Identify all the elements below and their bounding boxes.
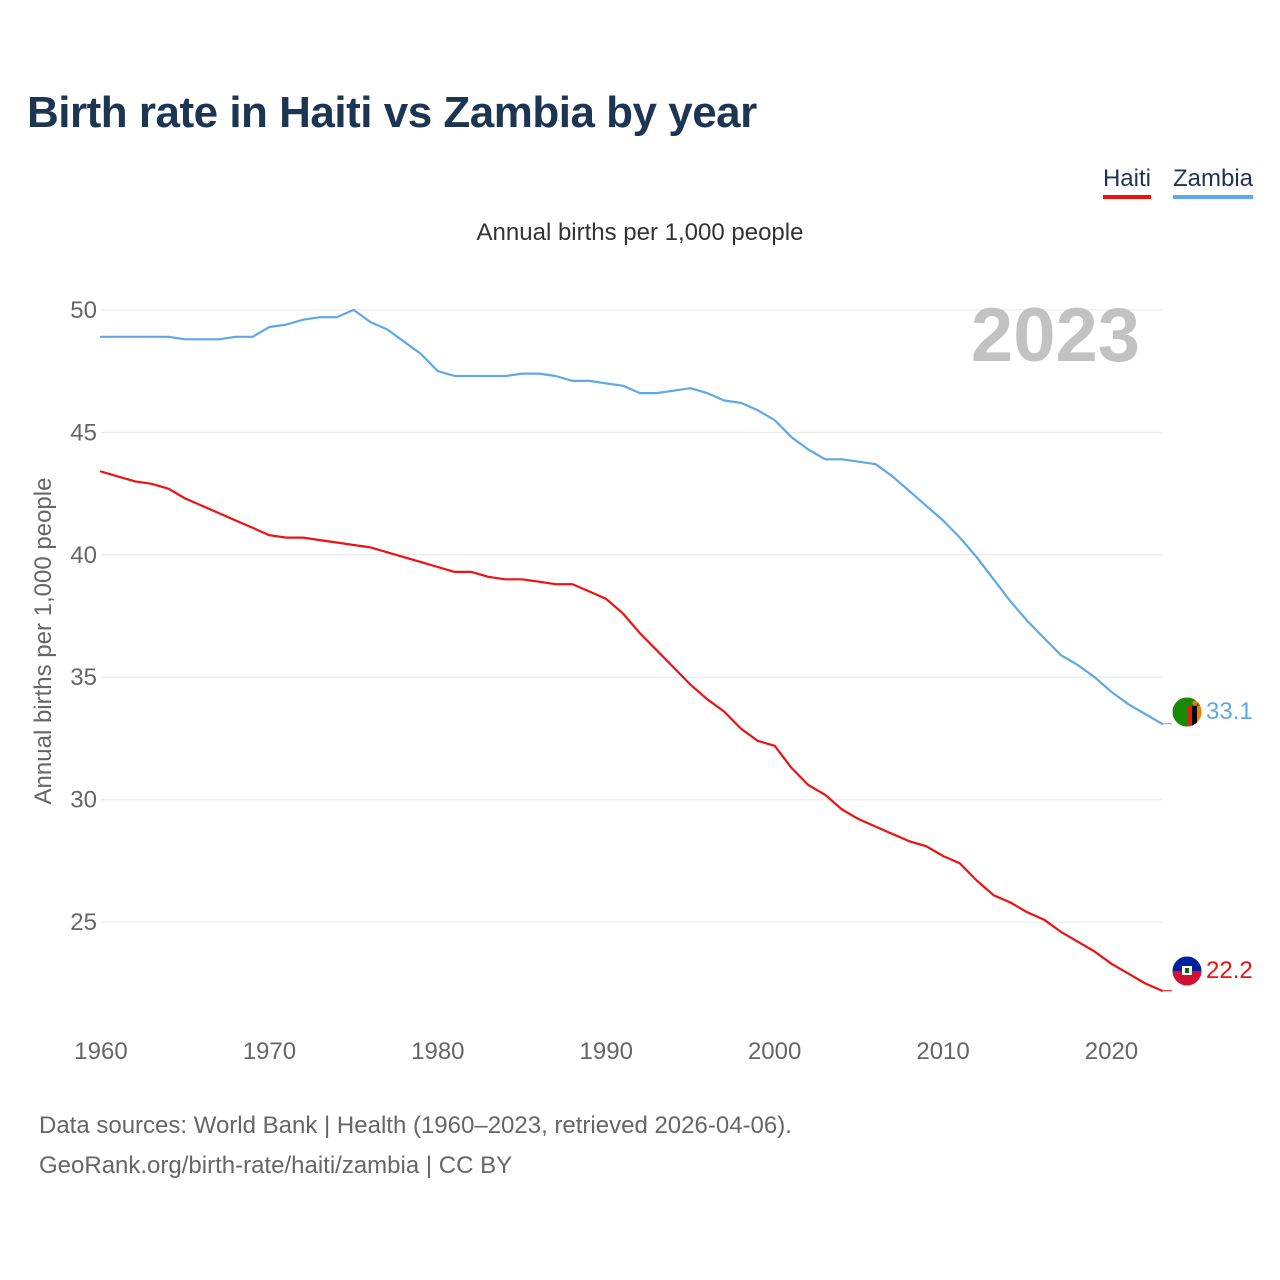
data-source: Data sources: World Bank | Health (1960–… <box>39 1106 792 1186</box>
y-tick-label: 50 <box>70 297 97 324</box>
x-tick-label: 1970 <box>243 1038 296 1065</box>
end-label-haiti: 22.2 <box>1206 957 1253 984</box>
y-tick-label: 45 <box>70 419 97 446</box>
x-tick-label: 1990 <box>580 1038 633 1065</box>
y-tick-label: 25 <box>70 909 97 936</box>
legend-item-haiti[interactable]: Haiti <box>1102 165 1151 199</box>
x-tick-label: 1980 <box>411 1038 464 1065</box>
y-tick-label: 35 <box>70 664 97 691</box>
y-tick-label: 30 <box>70 787 97 814</box>
source-line-2[interactable]: GeoRank.org/birth-rate/haiti/zambia | CC… <box>39 1152 513 1179</box>
series-line-zambia[interactable] <box>99 308 1164 725</box>
series-line-haiti[interactable] <box>99 470 1164 992</box>
haiti-flag-icon <box>1171 955 1203 987</box>
year-label: 2023 <box>971 293 1140 378</box>
chart-title: Birth rate in Haiti vs Zambia by year <box>27 88 757 137</box>
x-tick-label: 2000 <box>748 1038 801 1065</box>
end-label-zambia: 33.1 <box>1206 698 1253 725</box>
x-tick-label: 2010 <box>916 1038 969 1065</box>
source-line-1: Data sources: World Bank | Health (1960–… <box>39 1112 792 1139</box>
x-tick-label: 2020 <box>1085 1038 1138 1065</box>
y-axis-label: Annual births per 1,000 people <box>30 478 57 805</box>
legend-item-zambia[interactable]: Zambia <box>1172 165 1253 199</box>
chart-subtitle: Annual births per 1,000 people <box>477 219 804 246</box>
legend: Haiti Zambia <box>1102 165 1253 199</box>
y-tick-label: 40 <box>70 542 97 569</box>
x-tick-label: 1960 <box>74 1038 127 1065</box>
zambia-flag-icon <box>1171 696 1203 728</box>
